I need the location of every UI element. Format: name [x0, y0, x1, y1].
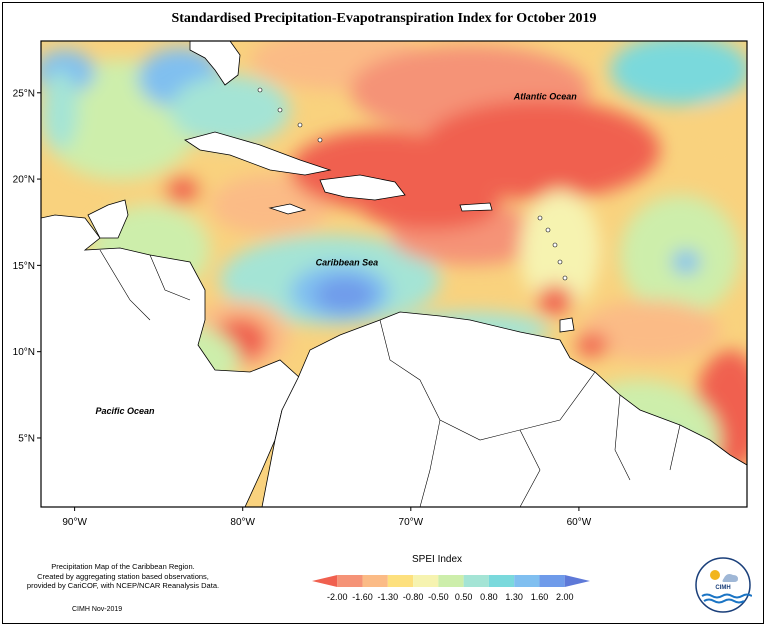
- island: [552, 242, 558, 248]
- legend-tick-label: -0.50: [428, 592, 449, 602]
- spei-blob: [537, 285, 573, 315]
- country-borders: [99, 249, 681, 507]
- island: [537, 215, 543, 221]
- legend-tick-label: -0.80: [402, 592, 424, 602]
- legend-swatch: [337, 575, 363, 587]
- region-label: Caribbean Sea: [316, 257, 379, 267]
- spei-blob: [42, 70, 78, 150]
- island: [557, 259, 563, 265]
- plot-border: [40, 40, 748, 508]
- y-tick-label: 15°N: [13, 261, 35, 272]
- puerto-rico-land: [459, 202, 493, 212]
- border-line: [379, 319, 596, 441]
- footnote-line: provided by CariCOF, with NCEP/NCAR Rean…: [26, 581, 220, 590]
- legend-swatch: [539, 575, 565, 587]
- spei-blob: [420, 100, 660, 200]
- border-line: [519, 429, 541, 507]
- legend-tick-label: 1.30: [505, 592, 523, 602]
- legend-swatch: [413, 575, 439, 587]
- island: [545, 227, 551, 233]
- island: [562, 275, 568, 281]
- spei-blob: [690, 100, 747, 180]
- land-layer: [41, 41, 747, 507]
- y-tick-label: 20°N: [13, 175, 35, 186]
- footnote-line: Precipitation Map of the Caribbean Regio…: [51, 562, 195, 571]
- legend-swatch: [488, 575, 515, 587]
- border-line: [614, 394, 631, 481]
- island: [257, 87, 263, 93]
- y-tick-label: 25°N: [13, 88, 35, 99]
- island: [277, 107, 283, 113]
- x-tick-label: 60°W: [567, 517, 592, 528]
- x-tick-label: 90°W: [62, 517, 87, 528]
- wave-icon: [703, 598, 745, 604]
- spei-blob: [576, 333, 608, 357]
- border-line: [419, 419, 441, 507]
- region-label: Atlantic Ocean: [513, 92, 578, 102]
- footnote: Precipitation Map of the Caribbean Regio…: [8, 562, 238, 591]
- axis-ticks: 90°W 80°W 70°W 60°W 5°N 10°N 15°N 20°N 25°N: [13, 88, 592, 528]
- cloud-icon: [722, 574, 738, 582]
- legend-tick-label: -1.30: [377, 592, 399, 602]
- legend-colorbar: [312, 575, 590, 587]
- legend-swatch: [564, 575, 590, 587]
- cimh-logo: CIMH: [695, 557, 752, 613]
- spei-blob: [610, 41, 747, 105]
- legend-swatch: [463, 575, 489, 587]
- spei-blob: [170, 75, 290, 145]
- region-labels: Atlantic Ocean Caribbean Sea Pacific Ocean: [96, 92, 578, 416]
- x-tick-label: 80°W: [230, 517, 255, 528]
- hispaniola-land: [319, 174, 406, 201]
- border-line: [149, 254, 191, 301]
- small-islands: [257, 87, 568, 281]
- island: [317, 137, 323, 143]
- legend-swatch: [312, 575, 338, 587]
- legend-swatch: [438, 575, 464, 587]
- logo-text: CIMH: [715, 585, 730, 591]
- spei-blob: [672, 250, 700, 274]
- sun-icon: [710, 570, 720, 580]
- y-tick-label: 5°N: [18, 433, 35, 444]
- yucatan-land: [87, 199, 129, 239]
- legend-swatch: [387, 575, 414, 587]
- spei-blob: [210, 175, 330, 235]
- border-line: [99, 249, 151, 321]
- florida-land: [189, 41, 241, 86]
- legend-tick-label: -1.60: [352, 592, 373, 602]
- region-label: Pacific Ocean: [96, 406, 156, 416]
- spei-blob: [165, 176, 201, 204]
- footnote-line: Created by aggregating station based obs…: [37, 571, 209, 581]
- legend-tick-label: 2.00: [555, 592, 574, 602]
- legend-title: SPEI Index: [412, 554, 463, 565]
- logo-ring: [695, 557, 751, 613]
- legend-tick-label: 0.50: [454, 592, 473, 602]
- south-america-land: [261, 311, 747, 507]
- legend-tick-label: -2.00: [327, 592, 348, 602]
- credit-text: CIMH Nov-2019: [72, 606, 123, 613]
- legend-swatch: [514, 575, 540, 587]
- cuba-land: [184, 131, 332, 176]
- border-line: [669, 424, 681, 471]
- jamaica-land: [268, 203, 307, 215]
- legend-swatch: [362, 575, 388, 587]
- island: [297, 122, 303, 128]
- central-america-land: [41, 214, 301, 507]
- wave-icon: [701, 593, 752, 599]
- x-tick-label: 70°W: [399, 517, 424, 528]
- spei-blob: [315, 277, 375, 313]
- legend-tick-label: 1.60: [530, 592, 549, 602]
- legend-tick-label: 0.80: [480, 592, 498, 602]
- y-tick-label: 10°N: [13, 347, 35, 358]
- map-title: Standardised Precipitation-Evapotranspir…: [171, 11, 597, 26]
- spei-blob: [580, 300, 720, 360]
- trinidad-land: [559, 317, 575, 333]
